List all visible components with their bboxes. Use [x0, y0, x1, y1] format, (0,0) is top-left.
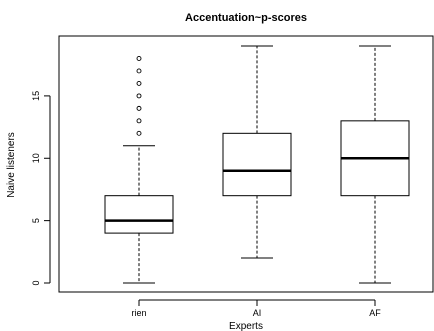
outlier-point-rien	[136, 56, 142, 61]
outlier-point-rien	[136, 68, 142, 74]
outlier-point-rien	[136, 130, 142, 136]
boxes-layer	[104, 45, 410, 284]
outlier-point-rien	[136, 118, 142, 124]
outlier-point-rien	[136, 93, 142, 99]
chart-title: Accentuation~p-scores	[185, 12, 307, 24]
x-axis-label: Experts	[229, 321, 263, 331]
box-ai	[222, 132, 292, 197]
y-tick-label: 10	[31, 153, 41, 163]
y-tick-label: 0	[31, 280, 41, 285]
outlier-point-rien	[136, 105, 142, 111]
y-axis: 0 5 10 15	[31, 91, 51, 286]
y-tick-label: 5	[31, 218, 41, 223]
y-tick-label: 15	[31, 91, 41, 101]
x-axis: rien AI AF	[131, 299, 381, 318]
outlier-point-rien	[136, 80, 142, 86]
plot-frame	[58, 35, 434, 293]
x-tick-label-rien: rien	[131, 308, 146, 318]
y-axis-label: Naive listeners	[6, 132, 17, 198]
x-tick-label-ai: AI	[253, 308, 262, 318]
x-tick-label-af: AF	[369, 308, 381, 318]
box-rien	[104, 195, 174, 234]
